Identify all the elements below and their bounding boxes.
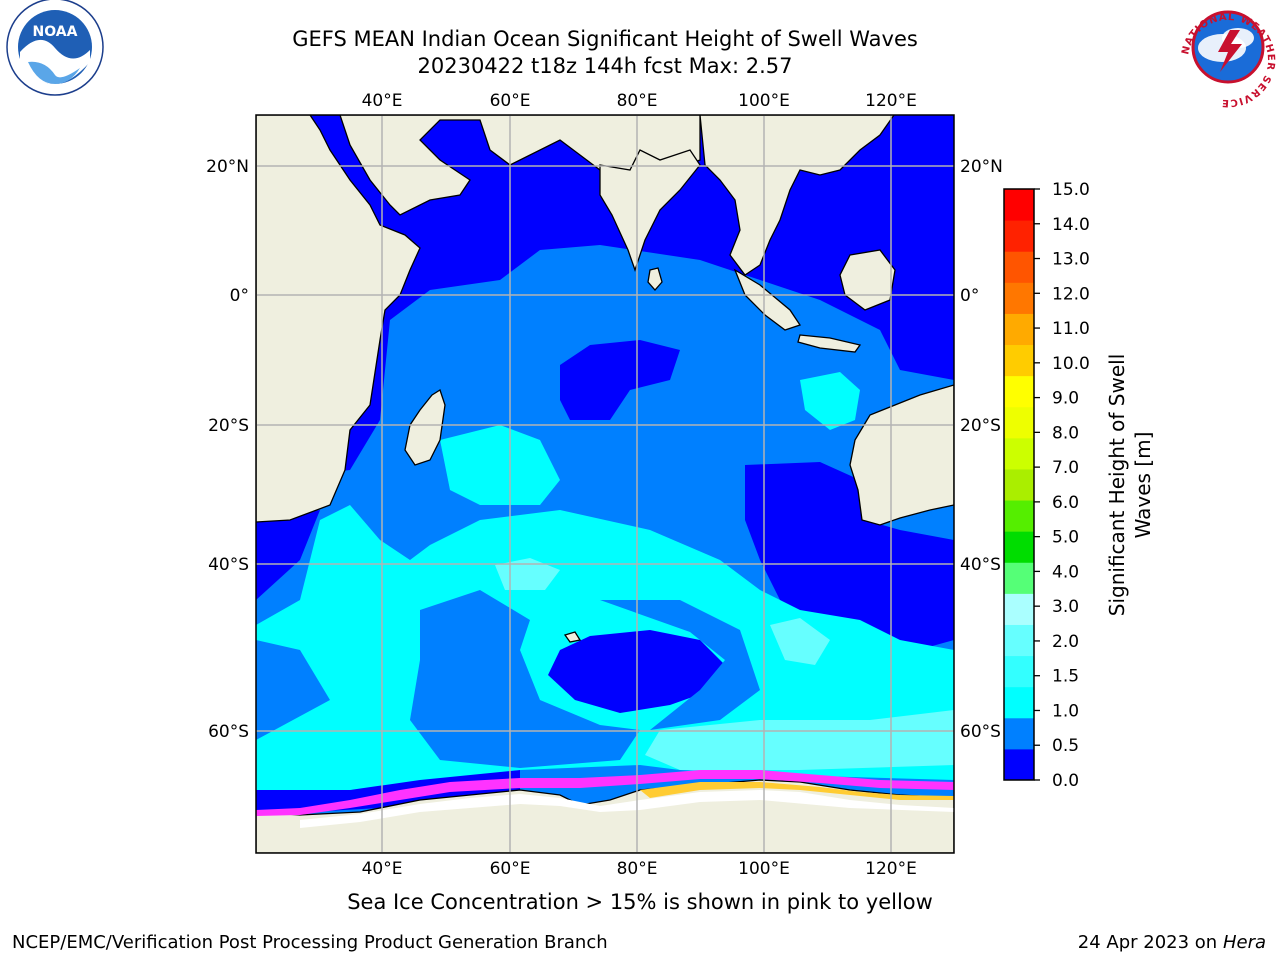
- date-text: 24 Apr 2023 on: [1077, 932, 1223, 953]
- credit-footer: NCEP/EMC/Verification Post Processing Pr…: [12, 932, 608, 953]
- colorbar-swatch: [1004, 624, 1034, 657]
- ocean-lightcyan-3: [645, 710, 954, 770]
- chart-title: GEFS MEAN Indian Ocean Significant Heigh…: [292, 27, 918, 51]
- sea-ice-pink: [256, 770, 954, 816]
- noaa-logo-text: NOAA: [33, 24, 78, 40]
- lon-tick-label: 120°E: [865, 91, 917, 111]
- colorbar-label-line2: Waves [m]: [1131, 432, 1155, 539]
- lon-labels-bottom: 40°E 60°E 80°E 100°E 120°E: [362, 859, 917, 879]
- colorbar-swatch: [1004, 717, 1034, 750]
- colorbar-label-line1: Significant Height of Swell: [1105, 354, 1129, 616]
- colorbar-swatch: [1004, 282, 1034, 314]
- colorbar-swatch: [1004, 748, 1034, 781]
- colorbar: [1004, 189, 1034, 781]
- sea-ice-caption: Sea Ice Concentration > 15% is shown in …: [347, 890, 933, 914]
- lon-tick-label: 100°E: [738, 91, 790, 111]
- lat-tick-label: 40°S: [208, 555, 249, 575]
- colorbar-swatch: [1004, 251, 1034, 283]
- map-area: [256, 115, 954, 853]
- colorbar-tick-label: 15.0: [1052, 180, 1090, 200]
- colorbar-swatch: [1004, 593, 1034, 625]
- lon-tick-label: 80°E: [617, 91, 658, 111]
- host-name: Hera: [1222, 932, 1266, 953]
- colorbar-tick-label: 10.0: [1052, 354, 1090, 374]
- colorbar-tick-label: 14.0: [1052, 215, 1090, 235]
- graticule: [256, 115, 954, 853]
- colorbar-swatch: [1004, 686, 1034, 719]
- colorbar-ticks: 0.0 0.5 1.0 1.5 2.0 3.0 4.0 5.0 6.0 7.0 8.0 9.0 10.0…: [1034, 180, 1090, 791]
- lon-labels-top: 40°E 60°E 80°E 100°E 120°E: [362, 91, 917, 111]
- colorbar-tick-label: 7.0: [1052, 458, 1079, 478]
- colorbar-swatch: [1004, 375, 1034, 408]
- colorbar-tick-label: 6.0: [1052, 493, 1079, 513]
- colorbar-tick-label: 4.0: [1052, 562, 1079, 582]
- lat-labels-right: 20°N 0° 20°S 40°S 60°S: [960, 157, 1003, 742]
- ocean-cyan-central: [440, 425, 560, 505]
- lat-tick-label: 20°N: [206, 157, 249, 177]
- colorbar-tick-label: 8.0: [1052, 423, 1079, 443]
- lon-tick-label: 60°E: [490, 859, 531, 879]
- colorbar-tick-label: 12.0: [1052, 284, 1090, 304]
- lat-tick-label: 40°S: [960, 555, 1001, 575]
- colorbar-tick-label: 1.0: [1052, 701, 1079, 721]
- chart-subtitle: 20230422 t18z 144h fcst Max: 2.57: [417, 54, 793, 78]
- lat-tick-label: 0°: [230, 286, 249, 306]
- lat-tick-label: 0°: [960, 286, 979, 306]
- colorbar-frame: [1003, 188, 1035, 781]
- colorbar-tick-label: 5.0: [1052, 528, 1079, 548]
- ocean-lightcyan-2: [770, 618, 830, 665]
- colorbar-tick-label: 9.0: [1052, 389, 1079, 409]
- colorbar-tick-label: 2.0: [1052, 632, 1079, 652]
- ocean-lightcyan-1: [495, 558, 560, 590]
- colorbar-swatch: [1004, 344, 1034, 377]
- colorbar-swatch: [1004, 531, 1034, 563]
- colorbar-tick-label: 3.0: [1052, 597, 1079, 617]
- lat-tick-label: 20°S: [960, 416, 1001, 436]
- colorbar-swatch: [1004, 220, 1034, 252]
- sea-ice-yellow: [640, 782, 954, 800]
- sea-ice-white: [300, 790, 954, 828]
- map-frame: [255, 114, 955, 854]
- ocean-cyan-east: [800, 372, 860, 430]
- ocean-deep-central: [560, 340, 680, 420]
- lat-tick-label: 60°S: [208, 722, 249, 742]
- colorbar-swatch: [1004, 313, 1034, 346]
- lat-tick-label: 60°S: [960, 722, 1001, 742]
- colorbar-swatch: [1004, 437, 1034, 470]
- lat-tick-label: 20°S: [208, 416, 249, 436]
- lat-labels-left: 20°N 0° 20°S 40°S 60°S: [206, 157, 249, 742]
- colorbar-tick-label: 13.0: [1052, 250, 1090, 270]
- lon-tick-label: 120°E: [865, 859, 917, 879]
- colorbar-swatch: [1004, 189, 1034, 221]
- date-footer: 24 Apr 2023 on Hera: [1078, 932, 1266, 953]
- colorbar-swatch: [1004, 655, 1034, 688]
- noaa-logo: NOAA: [6, 0, 104, 96]
- lat-tick-label: 20°N: [960, 157, 1003, 177]
- nws-logo: NATIONAL WEATHER SERVICE: [1178, 0, 1278, 108]
- lon-tick-label: 100°E: [738, 859, 790, 879]
- colorbar-tick-label: 11.0: [1052, 319, 1090, 339]
- colorbar-swatch: [1004, 500, 1034, 532]
- colorbar-swatch: [1004, 468, 1034, 501]
- colorbar-tick-label: 0.5: [1052, 736, 1079, 756]
- ocean-mid-south: [410, 590, 640, 768]
- lon-tick-label: 80°E: [617, 859, 658, 879]
- colorbar-tick-label: 1.5: [1052, 667, 1079, 687]
- lon-tick-label: 40°E: [362, 859, 403, 879]
- lon-tick-label: 60°E: [490, 91, 531, 111]
- colorbar-tick-label: 0.0: [1052, 771, 1079, 791]
- lon-tick-label: 40°E: [362, 91, 403, 111]
- colorbar-swatch: [1004, 406, 1034, 439]
- colorbar-swatch: [1004, 562, 1034, 594]
